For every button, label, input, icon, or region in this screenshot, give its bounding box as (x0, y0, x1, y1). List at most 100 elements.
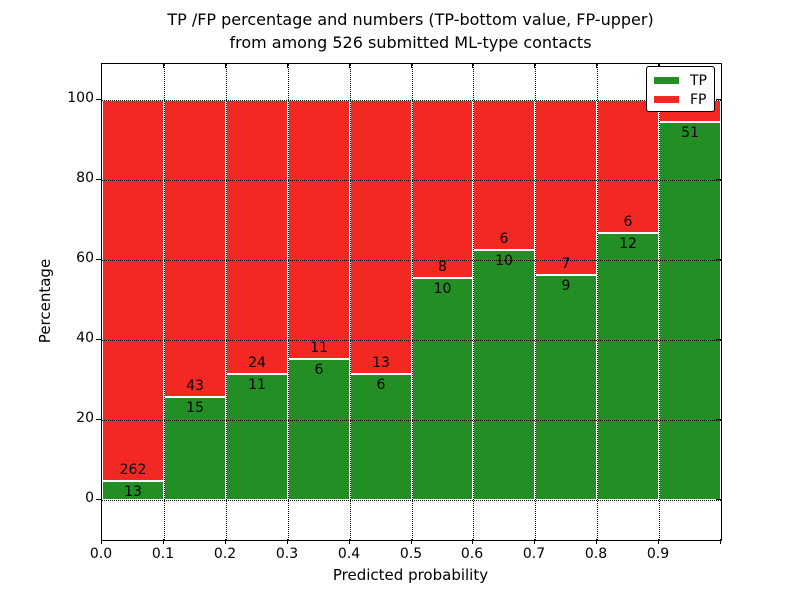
tick-bottom (596, 539, 597, 544)
y-tick-label: 20 (76, 410, 94, 426)
chart-title-line1: TP /FP percentage and numbers (TP-bottom… (167, 10, 654, 29)
tick-right (716, 339, 721, 340)
bar-segment-fp (473, 100, 535, 250)
fp-count-label: 262 (119, 462, 147, 478)
bar-segment-tp (102, 481, 164, 500)
tick-top (349, 63, 350, 68)
x-tick-label: 0.9 (646, 546, 670, 562)
gridline-y (102, 100, 721, 101)
tick-bottom (287, 539, 288, 544)
gridline-x (412, 64, 413, 540)
gridline-x (473, 64, 474, 540)
fp-count-label: 8 (438, 259, 447, 275)
tp-count-label: 6 (314, 362, 324, 378)
chart-title: TP /FP percentage and numbers (TP-bottom… (101, 8, 720, 54)
fp-count-label: 7 (561, 256, 571, 272)
gridline-y (102, 260, 721, 261)
y-tick-label: 40 (76, 330, 94, 346)
x-tick-label: 0.0 (89, 546, 113, 562)
fp-count-label: 6 (623, 214, 633, 230)
fp-count-label: 43 (186, 378, 204, 394)
legend-entry-tp: TP (647, 71, 714, 90)
legend: TP FP (646, 66, 715, 112)
bar-segment-fp (226, 100, 288, 374)
bar-segment-tp (350, 374, 412, 500)
legend-label-tp: TP (690, 72, 707, 89)
tp-count-label: 15 (186, 400, 204, 416)
bar-segment-fp (288, 100, 350, 359)
tp-count-label: 51 (681, 125, 699, 141)
x-tick-label: 0.3 (275, 546, 299, 562)
bar-segment-fp (535, 100, 597, 275)
tick-bottom (101, 539, 102, 544)
gridline-x (164, 64, 165, 540)
fp-count-label: 11 (310, 340, 328, 356)
chart-title-line2: from among 526 submitted ML-type contact… (229, 33, 592, 52)
gridline-x (288, 64, 289, 540)
bar-segment-tp (473, 250, 535, 500)
x-tick-label: 0.7 (522, 546, 546, 562)
bar-segment-tp (535, 275, 597, 500)
tick-left (96, 339, 101, 340)
tp-count-label: 6 (376, 377, 386, 393)
bar-segment-tp (597, 233, 659, 500)
tick-top (225, 63, 226, 68)
fp-color-swatch (654, 96, 679, 103)
bar-segment-fp (164, 100, 226, 397)
legend-entry-fp: FP (647, 90, 714, 109)
tick-right (716, 259, 721, 260)
tick-bottom (534, 539, 535, 544)
y-tick-label: 80 (76, 170, 94, 186)
tick-left (96, 419, 101, 420)
tp-color-swatch (654, 77, 679, 84)
x-tick-label: 0.2 (213, 546, 237, 562)
tick-left (96, 179, 101, 180)
bar-segment-tp (226, 374, 288, 500)
fp-count-label: 24 (248, 355, 266, 371)
tick-right (716, 499, 721, 500)
bar-segment-tp (288, 359, 350, 500)
tick-bottom (411, 539, 412, 544)
bar-segment-fp (350, 100, 412, 374)
y-tick-label: 0 (85, 490, 94, 506)
bar-segment-tp (164, 397, 226, 500)
tp-count-label: 10 (495, 253, 513, 269)
tick-bottom (349, 539, 350, 544)
tick-right (716, 99, 721, 100)
x-tick-label: 0.6 (460, 546, 484, 562)
x-axis-label: Predicted probability (332, 566, 489, 584)
fp-count-label: 6 (499, 231, 509, 247)
gridline-y (102, 340, 721, 341)
bar-segment-fp (412, 100, 473, 278)
tick-bottom (472, 539, 473, 544)
fp-count-label: 13 (372, 355, 390, 371)
x-tick-label: 0.5 (399, 546, 423, 562)
tick-top (596, 63, 597, 68)
legend-label-fp: FP (690, 91, 707, 108)
plot-area: TP FP 262 13 43 15 24 11 11 6 13 6 8 10 6 10 7 9 6 12 51 (101, 63, 722, 541)
tick-top (472, 63, 473, 68)
tick-bottom (720, 539, 721, 544)
bar-segment-tp (412, 278, 473, 500)
gridline-x (226, 64, 227, 540)
tick-left (96, 99, 101, 100)
bar-segment-tp (659, 122, 721, 500)
tick-top (658, 63, 659, 68)
tick-bottom (658, 539, 659, 544)
tp-count-label: 11 (248, 377, 266, 393)
tick-top (163, 63, 164, 68)
gridline-x (659, 64, 660, 540)
tick-left (96, 499, 101, 500)
tp-count-label: 9 (561, 278, 571, 294)
tick-left (96, 259, 101, 260)
tick-right (716, 419, 721, 420)
gridline-y (102, 420, 721, 421)
gridline-x (535, 64, 536, 540)
bar-segment-fp (102, 100, 164, 481)
x-tick-label: 0.8 (584, 546, 608, 562)
y-axis-label: Percentage (36, 258, 54, 344)
gridline-x (597, 64, 598, 540)
gridline-x (350, 64, 351, 540)
tp-count-label: 12 (619, 236, 637, 252)
